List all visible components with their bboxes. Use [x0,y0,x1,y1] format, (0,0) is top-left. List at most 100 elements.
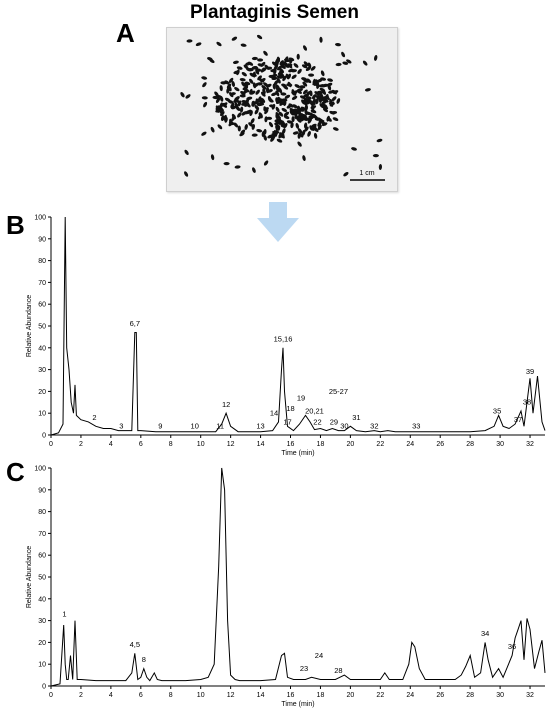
seed [277,65,282,71]
y-axis-label: Relative Abundance [26,295,33,357]
seed-photo: 1 cm [166,27,398,192]
seed [260,61,266,67]
panel-letter-c: C [6,457,25,487]
seed [234,165,241,169]
x-tick-label: 24 [406,692,414,699]
seed [313,132,318,139]
seed [288,57,295,62]
seed [256,82,263,86]
x-tick-label: 20 [346,441,354,448]
chromatogram-trace [50,216,546,436]
seed [316,83,320,89]
seed [304,126,309,132]
x-tick-label: 26 [436,441,444,448]
seed [243,88,250,93]
seed [186,39,193,43]
seed [251,56,258,61]
seed [214,91,219,97]
seed [180,92,185,98]
seed [293,63,299,68]
panel-letter-a: A [116,18,135,48]
seed [291,95,298,100]
seed [286,63,293,68]
x-tick-label: 6 [139,441,143,448]
seed [219,85,223,92]
y-tick-label: 60 [38,553,46,560]
seed [223,162,230,166]
seed [201,131,207,136]
seed [280,92,287,96]
peak-label: 13 [256,422,264,431]
seed [320,70,325,77]
y-tick-label: 80 [38,509,46,516]
seed [268,121,274,128]
seed [293,90,298,96]
seed [320,77,327,81]
peak-label: 10 [191,422,199,431]
seed [210,126,215,133]
seed [297,141,302,147]
y-tick-label: 20 [38,640,46,647]
seed [311,94,317,100]
seed [267,96,272,102]
seed [252,71,256,78]
seed [291,74,297,80]
seed [195,42,202,47]
seed [240,129,246,135]
seed [324,94,329,100]
seed [300,106,307,111]
x-tick-label: 28 [466,441,474,448]
seed [232,60,239,64]
seed [263,129,267,135]
seed [219,102,224,109]
seed [346,59,352,64]
seed [302,155,306,162]
seed [297,128,303,134]
y-tick-label: 40 [38,596,46,603]
seed [220,111,225,117]
seed [241,100,248,104]
peak-label: 2 [92,413,96,422]
seed [376,138,383,143]
seed [289,108,295,113]
seed [278,111,284,117]
peak-label: 19 [297,393,305,402]
seed [256,34,263,40]
seed [302,100,308,106]
x-tick-label: 4 [109,441,113,448]
seed [309,125,314,131]
peak-label: 11 [216,422,224,431]
peak-label: 17 [283,417,291,426]
seed [276,75,283,79]
seed [278,87,283,94]
seed [260,91,266,97]
seed [305,111,312,116]
seed [287,81,292,88]
seed [308,99,313,105]
seed [283,58,290,63]
x-tick-label: 0 [49,441,53,448]
seed [236,66,243,70]
x-tick-label: 18 [317,441,325,448]
seed [210,154,215,161]
seed [246,96,253,100]
x-tick-label: 10 [197,441,205,448]
seed [266,83,272,88]
seed [244,124,248,130]
seed [258,112,263,119]
seed [319,92,324,99]
x-axis-label: Time (min) [281,701,314,708]
seed [281,107,288,113]
seed [319,36,323,43]
peak-label: 6,7 [130,319,140,328]
seed [275,106,280,113]
x-tick-label: 18 [317,692,325,699]
y-tick-label: 30 [38,367,46,374]
seed [329,101,335,107]
y-axis-label: Relative Abundance [26,546,33,608]
peak-label: 18 [286,404,294,413]
seed [244,81,251,86]
seed [252,167,256,173]
seed [237,112,242,118]
